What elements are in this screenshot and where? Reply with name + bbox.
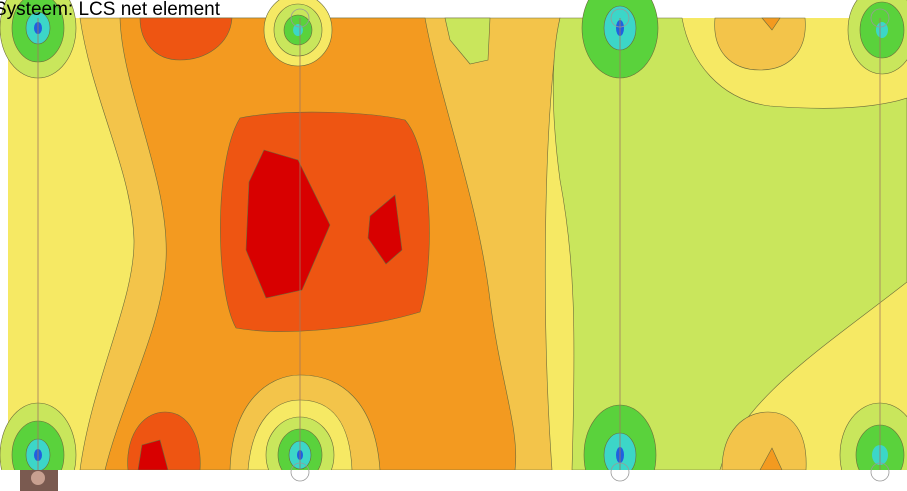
contour-band (761, 17, 781, 31)
title: Systeem: LCS net element (0, 0, 221, 20)
contour-band (444, 17, 491, 65)
contour-band (721, 411, 807, 471)
contour-band (714, 17, 806, 71)
contour-band (245, 149, 331, 299)
contour-band (552, 17, 907, 471)
supports (290, 8, 890, 482)
contour-band (139, 17, 233, 61)
bottom-margin (0, 470, 907, 491)
thumbnail-face (31, 471, 45, 485)
contour-band (367, 194, 403, 265)
column-lines (37, 18, 881, 470)
